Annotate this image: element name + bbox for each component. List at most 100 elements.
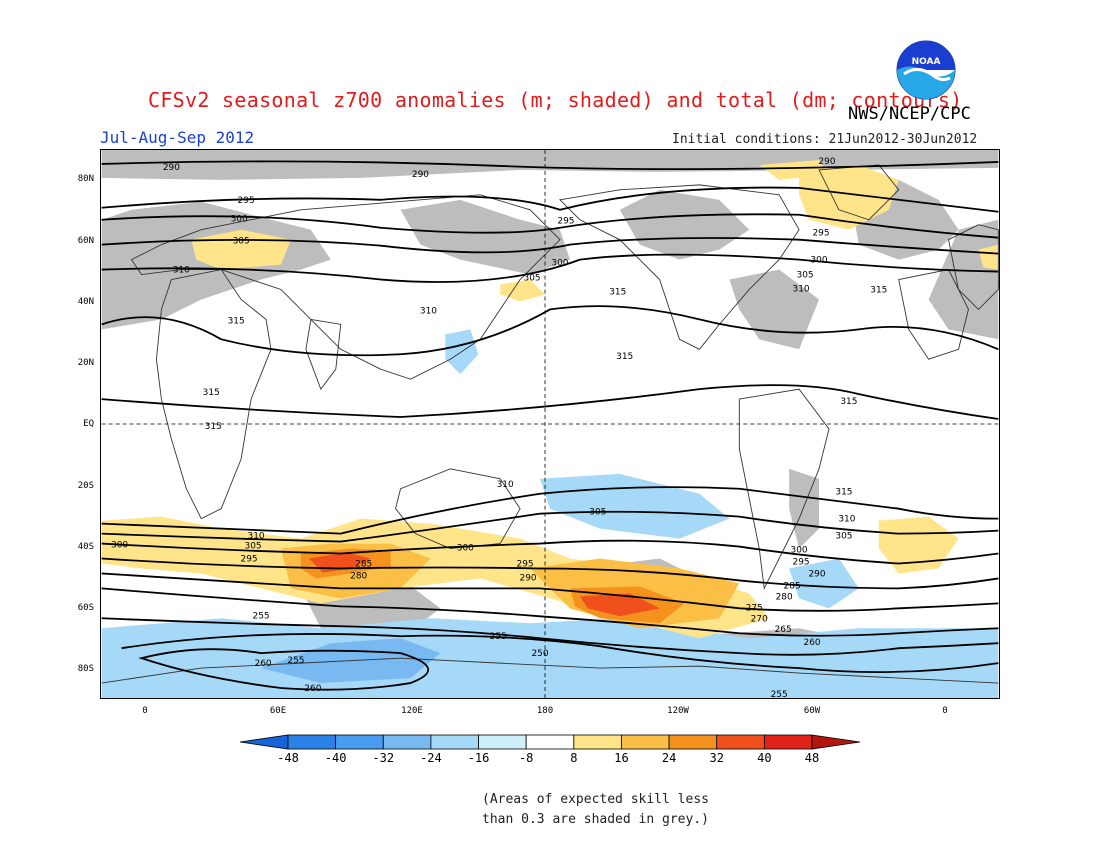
contour-label: 295 xyxy=(517,559,534,569)
contour-label: 315 xyxy=(228,316,245,326)
lon-label: 0 xyxy=(142,706,148,716)
contour-label: 295 xyxy=(793,557,810,567)
contour-label: 300 xyxy=(810,256,827,266)
contour-label: 315 xyxy=(835,488,852,498)
contour-label: 300 xyxy=(791,546,808,556)
colorbar-cell xyxy=(668,734,718,750)
colorbar-label: -32 xyxy=(372,751,395,765)
contour-label: 260 xyxy=(803,638,820,648)
colorbar xyxy=(240,734,860,750)
colorbar-cell xyxy=(621,734,670,750)
colorbar-end-low xyxy=(240,734,289,750)
contour-label: 295 xyxy=(241,554,258,564)
contour-label: 290 xyxy=(808,569,825,579)
colorbar-cell xyxy=(573,734,622,750)
contour-label: 285 xyxy=(355,559,372,569)
lon-label: 60E xyxy=(269,706,287,716)
initial-conditions-label: Initial conditions: 21Jun2012-30Jun2012 xyxy=(672,132,978,147)
lat-label: 60N xyxy=(77,236,94,246)
lat-label: 80S xyxy=(77,664,94,674)
colorbar-cell xyxy=(478,734,527,750)
colorbar-label: -48 xyxy=(277,751,299,765)
noaa-logo-text: NOAA xyxy=(912,57,941,67)
contour-label: 295 xyxy=(812,229,829,239)
noaa-logo: NOAA xyxy=(896,40,956,100)
contour-label: 315 xyxy=(616,352,633,362)
lon-label: 180 xyxy=(536,706,554,716)
coastlines xyxy=(101,164,999,684)
colorbar-label: 32 xyxy=(709,751,724,765)
contour-label: 310 xyxy=(420,306,437,316)
contour-label: 280 xyxy=(350,571,367,581)
contour-label: 310 xyxy=(173,266,190,276)
colorbar-label: -24 xyxy=(420,751,442,765)
contour-label: 305 xyxy=(797,271,814,281)
contour-label: 300 xyxy=(551,259,568,269)
contour-label: 310 xyxy=(248,532,265,542)
anomaly-map: 290 290 290 295 295 295 300 300 300 305 … xyxy=(100,149,1000,699)
colorbar-cell xyxy=(763,734,813,750)
colorbar-label: -8 xyxy=(518,751,534,765)
lat-label: 60S xyxy=(77,603,94,613)
lat-label: 40N xyxy=(77,297,94,307)
colorbar-label: -40 xyxy=(324,751,347,765)
colorbar-label: 8 xyxy=(570,751,578,765)
colorbar-label: 48 xyxy=(804,751,820,765)
contour-label: 265 xyxy=(775,625,792,635)
colorbar-cell xyxy=(382,734,432,750)
contour-label: 305 xyxy=(835,532,852,542)
contour-label: 295 xyxy=(238,196,255,206)
contour-label: 290 xyxy=(163,163,180,173)
lat-label: 40S xyxy=(77,542,94,552)
lat-label: EQ xyxy=(83,419,94,429)
contour-label: 270 xyxy=(751,614,768,624)
contour-label: 285 xyxy=(784,581,801,591)
colorbar-cell xyxy=(716,734,765,750)
contour-label: 305 xyxy=(589,508,606,518)
contour-label: 275 xyxy=(746,603,763,613)
contour-label: 300 xyxy=(457,544,474,554)
contour-label: 255 xyxy=(287,656,304,666)
contour-label: 315 xyxy=(870,285,887,295)
contour-label: 260 xyxy=(304,684,321,694)
contour-label: 290 xyxy=(818,157,835,167)
contour-label: 315 xyxy=(203,388,220,398)
colorbar-label: 24 xyxy=(661,751,677,765)
contour-label: 255 xyxy=(771,690,788,699)
contour-label: 315 xyxy=(205,422,222,432)
contour-label: 250 xyxy=(531,649,548,659)
contour-label: 310 xyxy=(793,284,810,294)
contour-label: 295 xyxy=(557,217,574,227)
contour-label: 290 xyxy=(412,170,429,180)
contour-label: 310 xyxy=(838,515,855,525)
lat-label: 80N xyxy=(77,174,94,184)
colorbar-cell xyxy=(430,734,479,750)
contour-label: 305 xyxy=(233,237,250,247)
lat-label: 20N xyxy=(77,358,94,368)
contour-label: 300 xyxy=(231,215,248,225)
lon-label: 60W xyxy=(803,706,821,716)
colorbar-label: 40 xyxy=(757,751,772,765)
contour-label: 305 xyxy=(524,274,541,284)
contour-labels: 290 290 290 295 295 295 300 300 300 305 … xyxy=(111,157,887,699)
height-contours xyxy=(101,160,999,691)
contour-label: 305 xyxy=(245,542,262,552)
lat-label: 20S xyxy=(77,481,94,491)
contour-label: 290 xyxy=(520,573,537,583)
contour-label: 315 xyxy=(609,287,626,297)
colorbar-end-high xyxy=(811,734,860,750)
colorbar-label: 16 xyxy=(614,751,629,765)
colorbar-cell xyxy=(335,734,384,750)
contour-label: 255 xyxy=(490,632,507,642)
contour-label: 255 xyxy=(253,611,270,621)
colorbar-cell xyxy=(287,734,337,750)
agency-label: NWS/NCEP/CPC xyxy=(848,104,971,124)
footnote-line2: than 0.3 are shaded in grey.) xyxy=(482,812,709,827)
lon-label: 0 xyxy=(942,706,948,716)
colorbar-cell xyxy=(525,734,575,750)
contour-label: 315 xyxy=(840,397,857,407)
lon-label: 120E xyxy=(401,706,423,716)
contour-label: 280 xyxy=(776,592,793,602)
colorbar-label: -16 xyxy=(467,751,490,765)
footnote-line1: (Areas of expected skill less xyxy=(482,792,709,807)
